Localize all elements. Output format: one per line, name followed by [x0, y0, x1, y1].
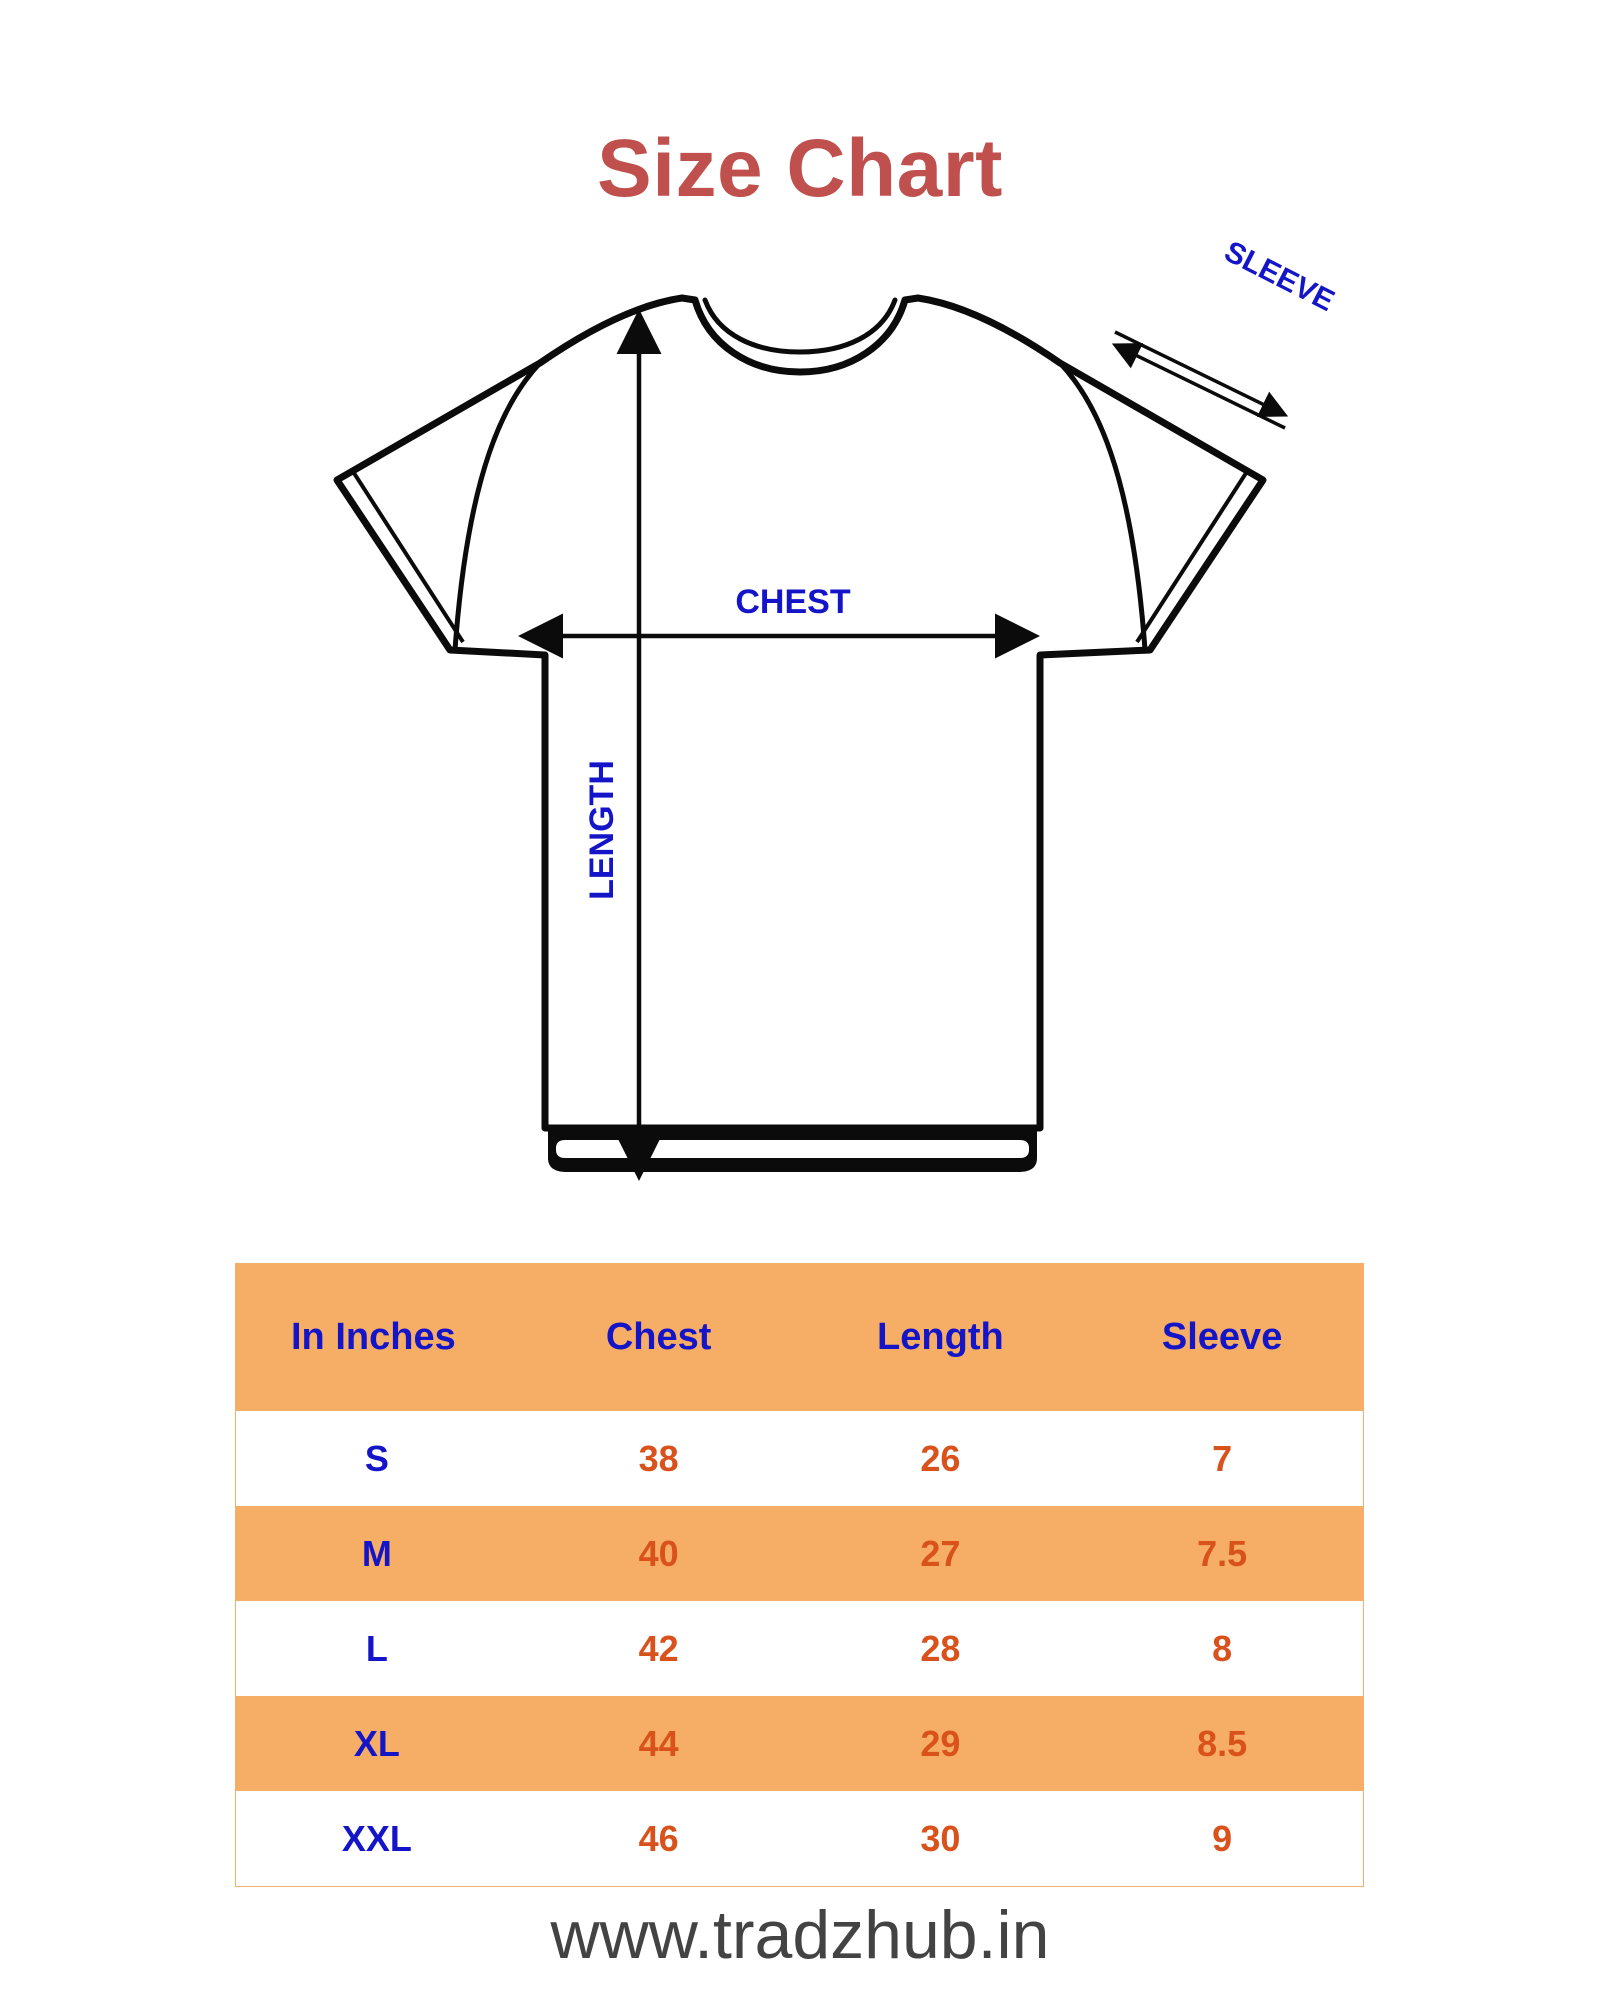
svg-text:LENGTH: LENGTH [583, 760, 621, 900]
svg-text:SLEEVE: SLEEVE [1219, 235, 1339, 318]
svg-text:CHEST: CHEST [735, 583, 850, 621]
